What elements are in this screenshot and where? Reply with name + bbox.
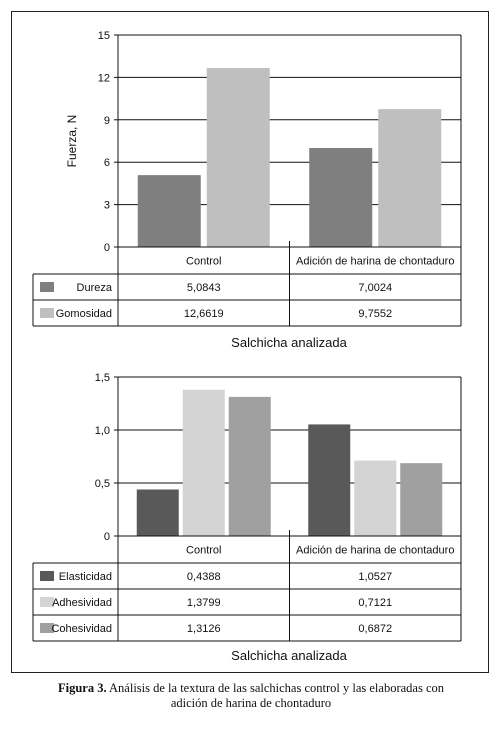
- chart1-data-label: 12,6619: [184, 308, 224, 320]
- caption-label: Figura 3.: [57, 681, 107, 695]
- chart2-y-tick-label: 1,0: [95, 425, 110, 437]
- chart1-category-label: Control: [186, 256, 221, 268]
- caption-line-1: Figura 3. Análisis de la textura de las …: [0, 681, 502, 696]
- chart2-legend-label-adhesividad: Adhesividad: [52, 597, 112, 609]
- caption-text-2: adición de harina de chontaduro: [170, 696, 332, 710]
- chart2-category-label: Adición de harina de chontaduro: [296, 545, 454, 557]
- chart1-y-tick-label: 0: [104, 242, 110, 254]
- chart2-data-label: 1,0527: [358, 571, 392, 583]
- chart2-legend-swatch-adhesividad: [40, 597, 54, 607]
- chart1-bar-gomosidad-1: [206, 68, 270, 248]
- chart2-bar-cohesividad-1: [228, 396, 271, 536]
- chart2-y-tick-label: 0: [104, 531, 110, 543]
- chart2-legend-label-cohesividad: Cohesividad: [51, 623, 112, 635]
- chart-textura: 0 0,5 1,0 1,5 Control Adición de harina de ch…: [32, 372, 462, 663]
- chart1-legend-label-gomosidad: Gomosidad: [56, 308, 112, 320]
- chart1-legend-label-dureza: Dureza: [77, 282, 113, 294]
- chart1-bar-gomosidad-2: [378, 109, 442, 248]
- chart2-data-label: 1,3126: [187, 623, 221, 635]
- chart1-bar-dureza-1: [137, 175, 201, 247]
- chart1-legend-swatch-dureza: [40, 282, 54, 292]
- chart2-bar-adhesividad-2: [354, 460, 397, 536]
- chart1-y-tick-label: 6: [104, 157, 110, 169]
- chart1-data-label: 9,7552: [358, 308, 392, 320]
- chart1-x-axis-label: Salchicha analizada: [231, 335, 347, 350]
- chart2-legend-label-elasticidad: Elasticidad: [59, 571, 112, 583]
- chart1-legend-swatch-gomosidad: [40, 308, 54, 318]
- chart1-y-tick-label: 15: [98, 30, 110, 42]
- figure-caption: Figura 3. Análisis de la textura de las …: [0, 681, 502, 711]
- chart1-y-tick-label: 9: [104, 115, 110, 127]
- chart-fuerza: 0 3 6 9 12 15 Control Adición de harina de chon…: [32, 30, 462, 350]
- chart2-data-label: 0,4388: [187, 571, 221, 583]
- chart1-category-label: Adición de harina de chontaduro: [296, 256, 454, 268]
- chart2-y-tick-label: 1,5: [95, 372, 110, 384]
- chart2-data-label: 1,3799: [187, 597, 221, 609]
- chart1-data-label: 7,0024: [358, 282, 392, 294]
- chart1-y-tick-label: 12: [98, 72, 110, 84]
- chart2-data-label: 0,7121: [358, 597, 392, 609]
- chart2-category-label: Control: [186, 545, 221, 557]
- chart2-legend-swatch-elasticidad: [40, 571, 54, 581]
- chart1-bar-dureza-2: [309, 148, 373, 247]
- figure-frame: [11, 11, 489, 673]
- chart2-bar-elasticidad-2: [308, 424, 351, 536]
- chart2-data-label: 0,6872: [358, 623, 392, 635]
- chart1-y-axis-label: Fuerza, N: [65, 115, 79, 168]
- chart2-legend-swatch-cohesividad: [40, 623, 54, 633]
- caption-text-1: Análisis de la textura de las salchichas…: [109, 681, 444, 695]
- chart1-y-tick-label: 3: [104, 200, 110, 212]
- chart1-data-label: 5,0843: [187, 282, 221, 294]
- chart2-bar-cohesividad-2: [400, 463, 443, 536]
- chart2-y-tick-label: 0,5: [95, 478, 110, 490]
- chart2-x-axis-label: Salchicha analizada: [231, 648, 347, 663]
- chart2-bar-adhesividad-1: [182, 389, 225, 536]
- chart2-bar-elasticidad-1: [136, 489, 179, 536]
